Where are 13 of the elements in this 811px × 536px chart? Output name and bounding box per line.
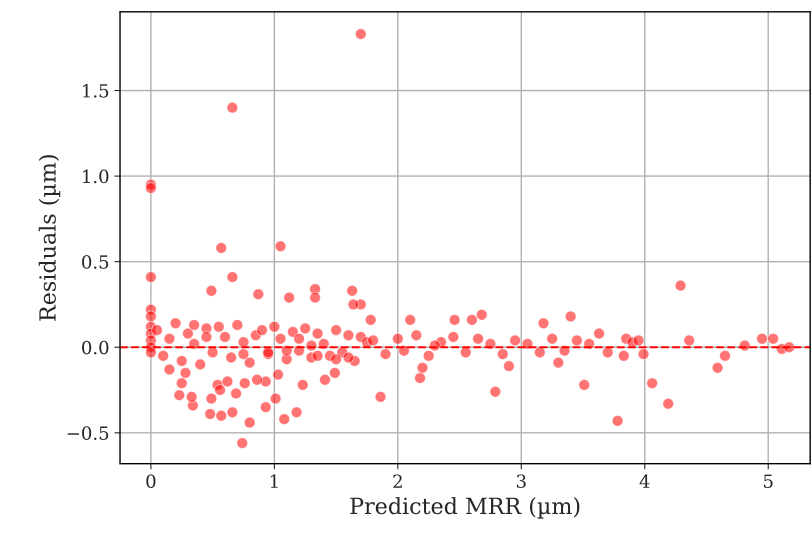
- y-tick-label: 0.5: [82, 255, 108, 269]
- x-tick-label: 2: [393, 474, 402, 488]
- y-tick-label: 0.0: [82, 340, 108, 354]
- y-tick-label: 1.0: [83, 170, 108, 184]
- y-tick-label: 1.5: [83, 84, 108, 98]
- x-axis-title: Predicted MRR (µm): [350, 497, 580, 519]
- x-tick-label: 3: [516, 474, 526, 488]
- x-tick-label: 5: [764, 474, 773, 488]
- y-axis-title: Residuals (µm): [38, 155, 60, 321]
- x-tick-label: 0: [146, 474, 156, 488]
- y-tick-label: −0.5: [68, 426, 108, 440]
- x-tick-label: 4: [640, 474, 650, 488]
- x-tick-label: 1: [270, 474, 278, 488]
